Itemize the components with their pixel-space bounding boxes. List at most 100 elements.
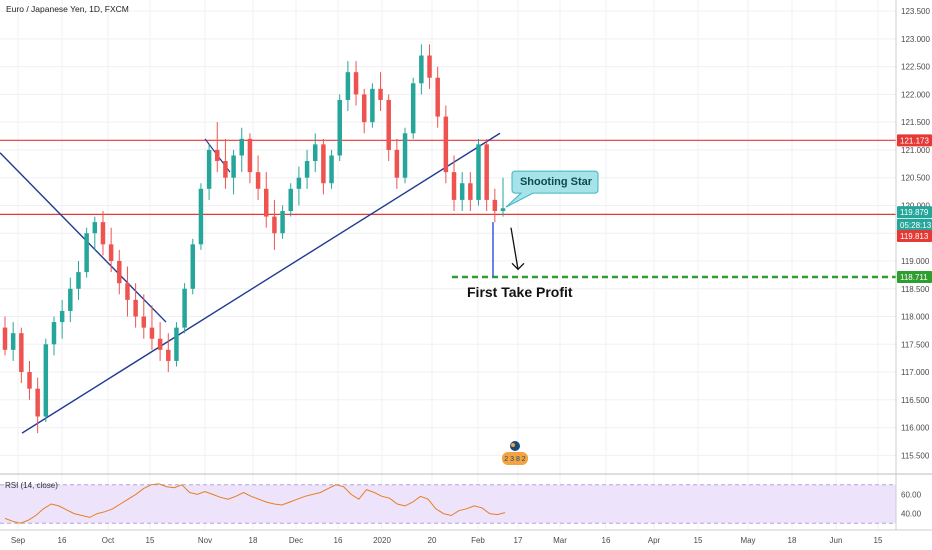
time-tick-label: Apr	[648, 536, 661, 545]
price-tick-label: 123.000	[901, 35, 930, 44]
candle-body	[206, 149, 212, 189]
candle-body	[476, 144, 481, 200]
candle-body	[239, 138, 244, 156]
candle-body	[76, 272, 81, 289]
price-badge	[897, 134, 932, 147]
candle-body	[43, 344, 49, 417]
candle-body	[370, 88, 375, 123]
candle-body	[402, 133, 408, 178]
price-tick-label: 122.000	[901, 90, 930, 99]
price-tick-label: 120.500	[901, 174, 930, 183]
time-tick-label: 16	[602, 536, 611, 545]
grid	[0, 0, 932, 530]
time-tick-label: 18	[249, 536, 258, 545]
drawing-layer[interactable]	[0, 132, 896, 434]
candle-body	[182, 288, 187, 328]
candle-body	[68, 288, 73, 311]
callout-label: Shooting Star	[520, 176, 593, 188]
rsi-pane[interactable]: RSI (14, close)	[0, 481, 896, 524]
take-profit-label: First Take Profit	[467, 284, 573, 300]
down-arrow	[510, 227, 519, 270]
candle-body	[353, 72, 359, 95]
time-tick-label: 16	[58, 536, 67, 545]
candle-body	[198, 188, 204, 245]
candle-body	[288, 188, 293, 212]
annotations: Shooting Star First Take Profit 2 3 8 2	[467, 170, 599, 465]
time-tick-label: Nov	[198, 536, 212, 545]
shooting-star-callout	[505, 170, 599, 208]
candle-body	[492, 199, 498, 212]
candle-body	[174, 327, 179, 361]
price-badge-label: 121.173	[900, 136, 929, 145]
logo-body	[502, 452, 528, 465]
candle-body	[51, 322, 57, 345]
candle-body	[166, 349, 171, 361]
logo-digits-art: 2 3 8 2	[504, 456, 526, 463]
time-tick-label: 2020	[373, 536, 391, 545]
time-tick-label: 17	[514, 536, 523, 545]
time-tick-label: 16	[334, 536, 343, 545]
price-badge	[897, 230, 932, 242]
candle-body	[345, 72, 351, 100]
candle-body	[272, 216, 277, 234]
candle-body	[133, 299, 138, 317]
price-badge-label: 118.711	[900, 273, 928, 282]
candle-body	[231, 155, 236, 178]
rsi-tick-label: 60.00	[901, 490, 922, 499]
candle-body	[108, 244, 114, 261]
candle-body	[247, 138, 253, 173]
price-axis[interactable]: 123.500 123.000 122.500 122.000 121.500 121.0…	[895, 0, 932, 530]
candle-body	[312, 144, 318, 162]
price-tick-label: 121.500	[901, 118, 930, 127]
candle-body	[394, 149, 400, 178]
time-tick-label: Sep	[11, 536, 26, 545]
candle-body	[410, 83, 416, 134]
time-tick-label: 18	[788, 536, 797, 545]
candle-body	[468, 183, 473, 200]
candle-body	[117, 260, 122, 284]
time-axis[interactable]: Sep 16 Oct 15 Nov 18 Dec 16 2020 20 Feb 17 Mar 16 Apr 1…	[0, 529, 932, 545]
candle-body	[92, 222, 98, 234]
candle-body	[419, 55, 424, 84]
candle-body	[100, 222, 106, 245]
time-tick-label: Jun	[830, 536, 843, 545]
candle-body	[386, 99, 391, 150]
rsi-line	[4, 483, 506, 524]
candle-body	[361, 94, 367, 123]
uptrend-line	[21, 132, 501, 434]
rsi-band	[0, 484, 896, 524]
candle-body	[2, 327, 8, 350]
time-tick-label: Feb	[471, 536, 485, 545]
downtrend-line	[0, 152, 167, 323]
candle-body	[190, 244, 196, 289]
price-tick-label: 120.000	[901, 201, 930, 210]
down-arrow-head	[511, 262, 525, 271]
price-tick-label: 119.000	[901, 257, 930, 266]
candle-body	[157, 338, 163, 350]
price-tick-label: 118.500	[901, 285, 930, 294]
logo-eye	[511, 443, 515, 447]
symbol-title: Euro / Japanese Yen, 1D, FXCM	[6, 4, 129, 14]
candle-body	[484, 144, 489, 200]
candle-body	[337, 99, 342, 156]
watermark-logo: 2 3 8 2	[502, 441, 528, 465]
candle-body	[35, 388, 40, 417]
time-tick-label: May	[740, 536, 755, 545]
price-tick-label: 118.000	[901, 313, 930, 322]
price-tick-label: 116.500	[901, 396, 930, 405]
candle-body	[264, 188, 269, 217]
price-badge	[897, 271, 932, 284]
candle-body	[10, 333, 16, 350]
candle-body	[223, 161, 228, 178]
price-badge	[897, 218, 932, 231]
time-tick-label: 15	[146, 536, 155, 545]
candle-body	[451, 172, 457, 200]
rsi-tick-label: 40.00	[901, 510, 922, 519]
candle-body	[459, 183, 465, 200]
candle-body	[19, 333, 24, 373]
rsi-title: RSI (14, close)	[5, 481, 58, 490]
price-tick-label: 117.000	[901, 368, 930, 377]
time-tick-label: Mar	[553, 536, 567, 545]
candle-body	[435, 77, 440, 117]
